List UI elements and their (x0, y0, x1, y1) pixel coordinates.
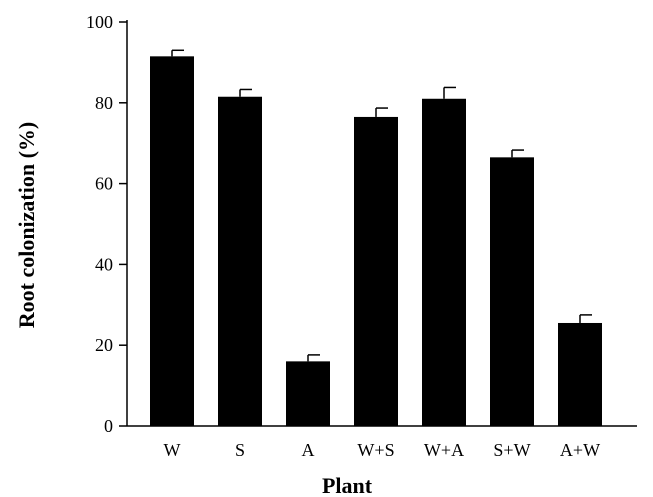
bars (150, 56, 602, 427)
y-tick-label: 60 (95, 174, 113, 194)
y-tick-label: 40 (95, 254, 113, 274)
x-tick-label: A+W (560, 440, 600, 460)
y-tick-label: 80 (95, 93, 113, 113)
bar-a-plus-w (558, 322, 602, 426)
x-tick-label: W+A (424, 440, 464, 460)
x-tick-label: S+W (493, 440, 530, 460)
error-bars (171, 49, 592, 362)
x-tick-label: W (164, 440, 181, 460)
y-tick-label: 100 (86, 12, 113, 32)
y-ticks: 0 20 40 60 80 100 (86, 12, 127, 436)
y-axis-title: Root colonization (%) (14, 122, 39, 329)
bar-w-plus-s (354, 116, 398, 426)
bar-s-plus-w (490, 157, 534, 426)
bar-a (286, 361, 330, 426)
x-ticks: W S A W+S W+A S+W A+W (164, 440, 601, 460)
x-tick-label: S (235, 440, 245, 460)
bar-s (218, 96, 262, 427)
bar-w (150, 56, 194, 427)
y-tick-label: 20 (95, 335, 113, 355)
bar-w-plus-a (422, 98, 466, 426)
y-tick-label: 0 (104, 416, 113, 436)
x-tick-label: A (302, 440, 315, 460)
x-tick-label: W+S (357, 440, 394, 460)
x-axis-title: Plant (322, 473, 373, 497)
